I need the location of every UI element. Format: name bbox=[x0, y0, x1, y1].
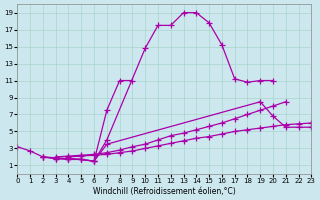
X-axis label: Windchill (Refroidissement éolien,°C): Windchill (Refroidissement éolien,°C) bbox=[93, 187, 236, 196]
